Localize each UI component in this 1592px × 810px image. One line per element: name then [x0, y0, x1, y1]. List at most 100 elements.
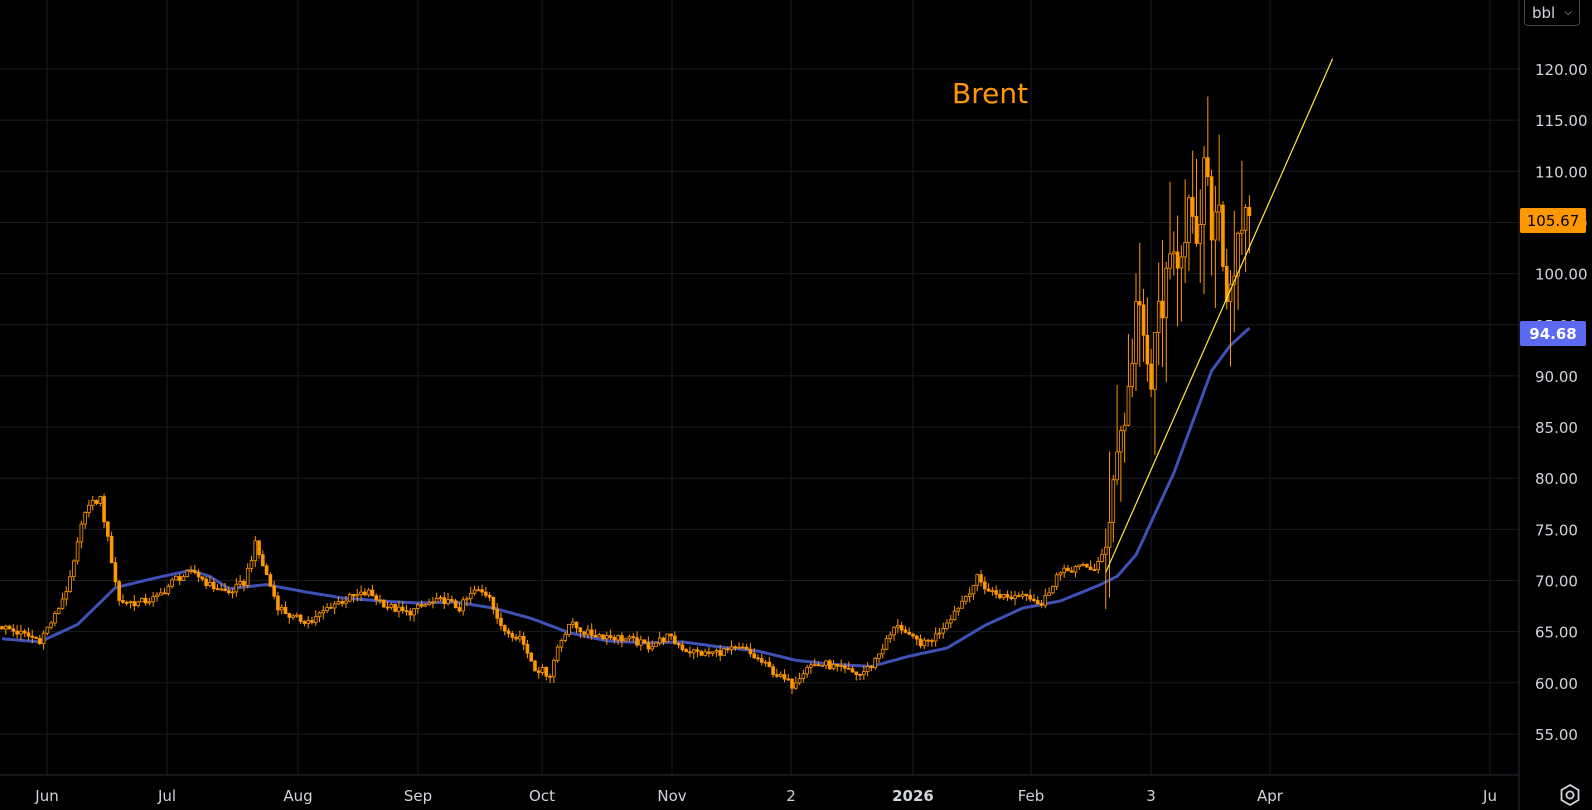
candle	[457, 602, 462, 613]
candle	[1005, 590, 1010, 601]
candle	[567, 623, 571, 638]
candle	[714, 648, 719, 657]
candle	[415, 602, 420, 614]
candle	[884, 635, 889, 651]
candle	[397, 600, 401, 618]
candle	[673, 631, 677, 645]
price-tick-label: 55.00	[1535, 726, 1578, 744]
candle	[140, 597, 144, 603]
candle	[113, 557, 118, 587]
candle	[1111, 475, 1116, 543]
candle	[570, 617, 575, 629]
ma-value: 94.68	[1529, 325, 1576, 343]
candle	[56, 607, 61, 615]
candle	[1149, 349, 1153, 398]
candle	[903, 626, 908, 634]
candle	[654, 642, 658, 648]
candle	[952, 606, 957, 621]
candle	[1100, 548, 1104, 563]
candle	[639, 635, 643, 651]
price-tick-label: 85.00	[1535, 419, 1578, 437]
trendline-layer[interactable]	[1105, 58, 1334, 573]
candle	[510, 630, 515, 642]
candle	[1172, 231, 1176, 276]
candle	[1206, 96, 1210, 186]
candle	[790, 677, 794, 695]
candle	[1058, 571, 1063, 581]
candle	[623, 637, 628, 642]
last-price-label: 105.67	[1520, 208, 1586, 233]
candle	[26, 627, 31, 641]
candle	[680, 641, 685, 652]
candle	[1119, 425, 1123, 502]
chart-settings-button[interactable]	[1557, 782, 1583, 808]
candle	[1145, 297, 1150, 382]
price-tick-label: 60.00	[1535, 675, 1578, 693]
candle	[877, 653, 881, 663]
candle	[975, 573, 980, 591]
candle	[238, 574, 242, 589]
candle	[226, 586, 231, 595]
candle	[1137, 242, 1142, 367]
candle	[1054, 572, 1059, 591]
candle	[544, 666, 549, 681]
candle	[797, 672, 802, 685]
candle	[75, 537, 80, 565]
candle	[412, 608, 416, 622]
candle	[816, 661, 821, 667]
candle	[106, 521, 110, 542]
candle	[499, 612, 503, 631]
candle	[1160, 240, 1165, 368]
candle	[578, 627, 583, 639]
candle	[907, 627, 911, 636]
time-tick-label: Sep	[404, 787, 432, 805]
candle	[896, 619, 900, 634]
candle	[763, 659, 768, 667]
time-axis[interactable]: Jun Jul Aug Sep Oct Nov 2 2026 Feb 3 Apr Ju	[34, 787, 1497, 805]
candle	[15, 625, 19, 639]
candle	[34, 636, 38, 639]
candle	[1209, 169, 1214, 276]
candle	[200, 576, 205, 582]
candle	[272, 580, 276, 600]
candle	[1009, 591, 1014, 601]
candle	[245, 563, 250, 589]
candle	[219, 583, 224, 591]
candle	[533, 659, 537, 672]
candle	[1134, 273, 1138, 391]
candle	[90, 496, 95, 511]
candle	[1088, 560, 1093, 571]
candle	[676, 641, 681, 649]
candle	[986, 583, 991, 592]
candle	[408, 607, 413, 621]
candle	[136, 600, 140, 608]
candle	[605, 631, 609, 645]
candle	[393, 603, 397, 613]
candle	[124, 600, 129, 606]
candle	[49, 620, 53, 630]
candle	[729, 640, 734, 655]
candle	[1107, 451, 1112, 598]
candle	[521, 632, 526, 651]
candle	[597, 632, 602, 638]
candle	[775, 668, 779, 678]
candle	[1236, 231, 1240, 310]
candle	[937, 627, 942, 639]
candle	[801, 669, 806, 683]
candle	[620, 632, 624, 648]
candle	[60, 592, 65, 610]
candle	[794, 676, 798, 690]
candle	[967, 587, 972, 603]
candle	[257, 540, 261, 559]
candle	[1202, 146, 1206, 294]
trendline[interactable]	[1105, 58, 1334, 573]
candle	[1020, 590, 1025, 600]
unit-selector[interactable]: bbl ⌵	[1524, 0, 1580, 26]
candle	[366, 587, 371, 598]
candle	[484, 586, 488, 599]
candle	[389, 602, 394, 610]
candle	[771, 663, 775, 678]
price-axis[interactable]: 55.00 60.00 65.00 70.00 75.00 80.00 85.00 90.00…	[1535, 61, 1588, 744]
candle	[744, 643, 749, 650]
